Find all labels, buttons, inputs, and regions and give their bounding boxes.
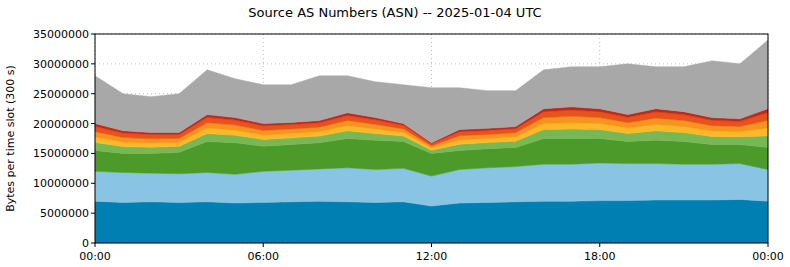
y-tick-label: 20000000 (33, 118, 89, 131)
x-tick (768, 243, 769, 247)
x-tick (431, 243, 432, 247)
y-tick-label: 30000000 (33, 58, 89, 71)
x-tick-label: 18:00 (584, 250, 616, 263)
x-tick (263, 243, 264, 247)
x-tick (599, 243, 600, 247)
title: Source AS Numbers (ASN) -- 2025-01-04 UT… (248, 5, 541, 20)
y-tick (91, 93, 95, 94)
y-tick (91, 63, 95, 64)
y-axis-label: Bytes per time slot (300 s) (4, 65, 17, 212)
y-tick-label: 15000000 (33, 147, 89, 160)
y-tick-label: 0 (82, 237, 89, 250)
y-tick (91, 123, 95, 124)
y-tick (91, 213, 95, 214)
y-tick-label: 35000000 (33, 28, 89, 41)
y-tick-label: 25000000 (33, 88, 89, 101)
x-tick-label: 12:00 (416, 250, 448, 263)
grid-line (95, 63, 768, 64)
x-tick-label: 00:00 (752, 250, 784, 263)
y-tick (91, 243, 95, 244)
grid (95, 34, 768, 243)
areas (95, 40, 768, 243)
y-tick (91, 34, 95, 35)
x-tick-label: 06:00 (247, 250, 279, 263)
y-tick-label: 10000000 (33, 177, 89, 190)
y-tick (91, 153, 95, 154)
y-tick (91, 183, 95, 184)
plot-frame (95, 34, 768, 243)
x-tick (95, 243, 96, 247)
area (95, 40, 768, 143)
axes: 0 5000000 10000000 15000000 20000000 25000000… (33, 28, 784, 263)
x-tick-label: 00:00 (79, 250, 111, 263)
y-tick-label: 5000000 (40, 207, 89, 220)
chart: Source AS Numbers (ASN) -- 2025-01-04 UT… (0, 0, 790, 267)
